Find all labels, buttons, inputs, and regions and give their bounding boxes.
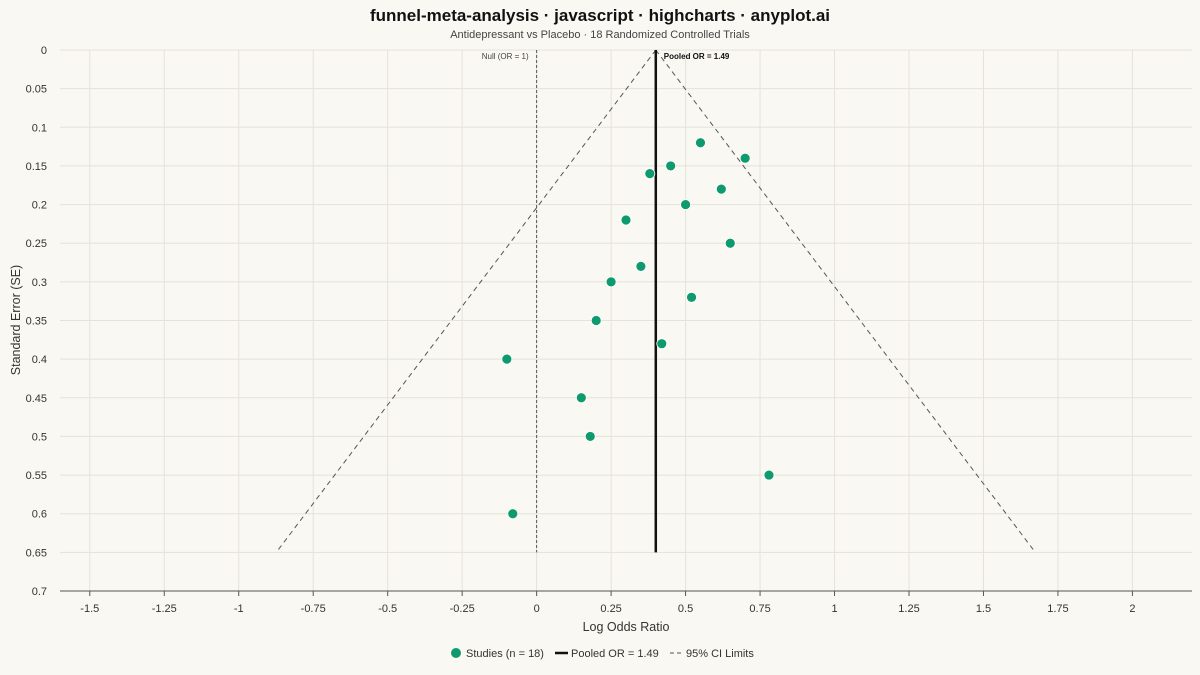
ci-limit-lines	[275, 49, 1036, 553]
legend-studies-label: Studies (n = 18)	[466, 648, 544, 660]
x-tick-label: -0.25	[450, 603, 475, 615]
study-point	[686, 291, 697, 303]
x-tick-label: -0.5	[378, 603, 397, 615]
y-tick-label: 0.15	[26, 161, 47, 173]
y-tick-label: 0.2	[32, 200, 47, 212]
x-axis-title: Log Odds Ratio	[583, 620, 670, 634]
study-point	[715, 183, 727, 195]
null-line-label: Null (OR = 1)	[482, 52, 529, 61]
study-point	[575, 392, 587, 404]
study-point	[739, 152, 751, 164]
x-tick-label: 1	[831, 603, 837, 615]
chart-title: funnel-meta-analysis · javascript · high…	[370, 6, 830, 25]
study-point	[724, 237, 736, 249]
study-point	[620, 214, 632, 226]
x-tick-label: -1.25	[152, 603, 177, 615]
x-tick-label: 1.75	[1047, 603, 1068, 615]
y-tick-label: 0.6	[32, 509, 47, 521]
study-points	[501, 137, 775, 520]
y-tick-label: 0.65	[26, 547, 47, 559]
y-axis-ticks: 0 0.05 0.1 0.15 0.2 0.25 0.3 0.35 0.4 0.45 0.5 0.55…	[26, 45, 47, 598]
x-tick-label: -1.5	[80, 603, 99, 615]
ci-limit-left	[275, 49, 657, 553]
study-point	[635, 260, 647, 272]
pooled-line-label: Pooled OR = 1.49	[664, 52, 730, 61]
reference-lines	[536, 50, 658, 553]
x-tick-label: -0.75	[301, 603, 326, 615]
x-tick-label: 0	[534, 603, 540, 615]
study-point	[680, 199, 691, 210]
x-axis-ticks: -1.5 -1.25 -1 -0.75 -0.5 -0.25 0 0.25 0.5 0.75 1 1.…	[80, 591, 1135, 615]
y-tick-label: 0.5	[32, 431, 47, 443]
y-tick-label: 0.35	[26, 316, 47, 328]
y-tick-label: 0.3	[32, 277, 47, 289]
study-point	[644, 168, 656, 180]
legend-ci-label: 95% CI Limits	[686, 648, 754, 660]
y-tick-label: 0	[41, 45, 47, 57]
ci-limit-right	[655, 49, 1036, 553]
study-point	[695, 137, 706, 149]
study-point	[501, 353, 513, 365]
x-tick-label: 0.75	[749, 603, 770, 615]
study-point	[605, 276, 617, 288]
study-point	[656, 338, 668, 350]
y-tick-label: 0.4	[32, 354, 47, 366]
y-tick-label: 0.7	[32, 586, 47, 598]
y-tick-label: 0.1	[32, 122, 47, 134]
x-tick-label: 0.5	[678, 603, 693, 615]
study-point	[763, 469, 775, 481]
study-point	[590, 315, 602, 326]
y-tick-label: 0.25	[26, 238, 47, 250]
grid-lines	[60, 49, 1192, 592]
y-tick-label: 0.55	[26, 470, 47, 482]
x-tick-label: -1	[234, 603, 244, 615]
x-tick-label: 1.5	[976, 603, 991, 615]
chart-subtitle: Antidepressant vs Placebo · 18 Randomize…	[450, 29, 750, 41]
y-tick-label: 0.05	[26, 84, 47, 96]
y-tick-label: 0.45	[26, 393, 47, 405]
x-tick-label: 2	[1129, 603, 1135, 615]
study-point	[665, 160, 677, 172]
x-tick-label: 0.25	[600, 603, 621, 615]
x-tick-label: 1.25	[898, 603, 919, 615]
y-axis-title: Standard Error (SE)	[9, 265, 23, 375]
legend[interactable]: Studies (n = 18) Pooled OR = 1.49 95% CI…	[451, 648, 754, 660]
legend-pooled-label: Pooled OR = 1.49	[571, 648, 659, 660]
legend-studies-marker	[451, 648, 461, 658]
study-point	[507, 508, 519, 520]
study-point	[584, 431, 596, 442]
